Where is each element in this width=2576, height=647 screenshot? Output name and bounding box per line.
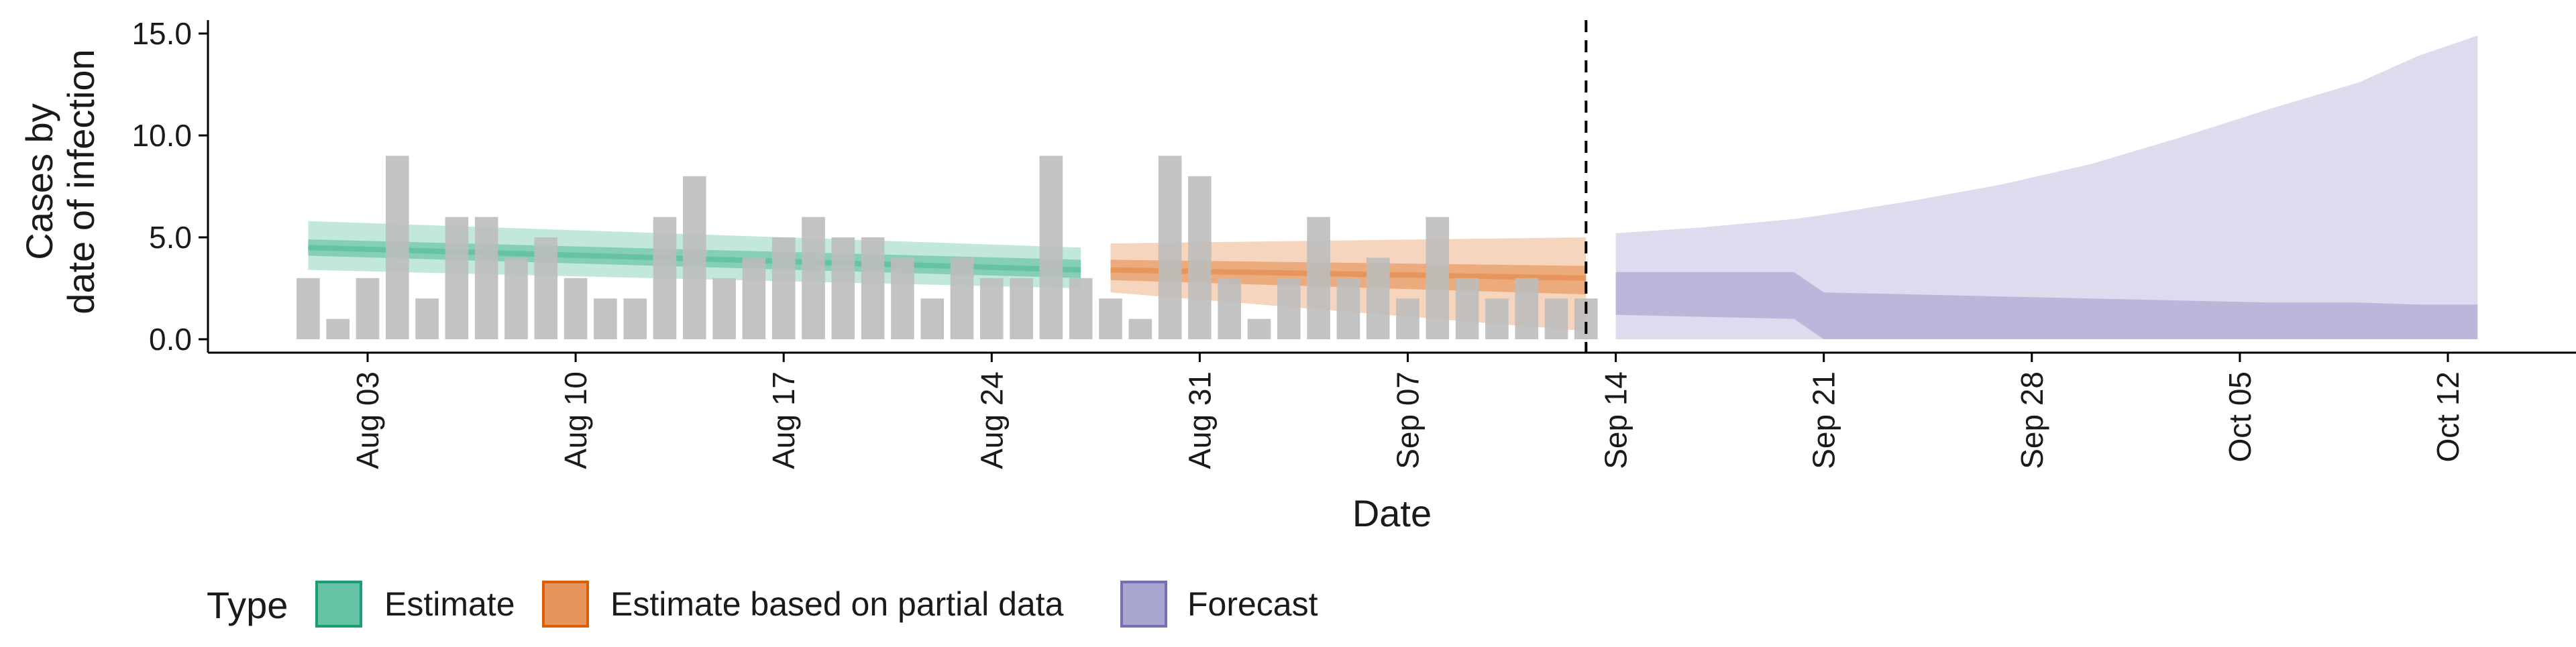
x-tick-label: Aug 31 <box>1182 371 1217 469</box>
bar-2020-08-03 <box>356 278 380 339</box>
x-tick-label: Oct 12 <box>2430 371 2465 463</box>
bar-2020-09-08 <box>1426 217 1450 339</box>
bar-2020-08-23 <box>950 257 974 339</box>
y-axis-title-line-1: Cases by <box>18 103 60 259</box>
x-tick-label: Aug 03 <box>350 371 385 469</box>
bar-2020-08-01 <box>297 278 320 339</box>
bar-2020-08-14 <box>683 176 706 339</box>
bar-2020-09-05 <box>1336 278 1360 339</box>
bar-2020-08-15 <box>712 278 736 339</box>
bar-2020-09-07 <box>1396 298 1419 339</box>
bar-2020-08-09 <box>534 237 558 339</box>
bar-2020-08-29 <box>1128 318 1152 339</box>
bar-2020-08-17 <box>771 237 796 339</box>
bar-2020-08-25 <box>1010 278 1033 339</box>
bar-2020-08-02 <box>326 318 350 339</box>
bar-2020-08-12 <box>623 298 647 339</box>
bar-2020-09-03 <box>1277 278 1301 339</box>
x-tick-label: Sep 28 <box>2015 371 2049 469</box>
y-axis-title-line-2: date of infection <box>60 49 102 314</box>
bar-2020-08-18 <box>802 217 825 339</box>
bar-2020-08-27 <box>1069 278 1093 339</box>
bars-layer <box>297 156 1598 339</box>
bar-2020-09-10 <box>1485 298 1509 339</box>
bar-2020-08-13 <box>653 217 677 339</box>
x-axis-title: Date <box>1352 492 1432 534</box>
bar-2020-09-01 <box>1218 278 1241 339</box>
bar-2020-08-21 <box>891 257 914 339</box>
legend-swatch-forecast <box>1120 581 1167 628</box>
bar-2020-09-12 <box>1544 298 1568 339</box>
bar-2020-08-06 <box>445 217 469 339</box>
bar-2020-09-02 <box>1247 318 1271 339</box>
x-tick-label: Aug 17 <box>766 371 801 469</box>
legend-label-estimate: Estimate <box>384 585 515 623</box>
band-outer-forecast <box>1615 36 2478 339</box>
bar-2020-08-22 <box>920 298 944 339</box>
axes-layer <box>207 20 2576 354</box>
bar-2020-08-24 <box>980 278 1004 339</box>
x-ticks: Aug 03 Aug 10 Aug 17 Aug 24 Aug 31 Sep 07 Sep … <box>350 353 2465 469</box>
bar-2020-08-07 <box>474 217 498 339</box>
legend: Type Estimate Estimate based on partial … <box>207 581 1318 628</box>
legend-swatch-estimate <box>315 581 362 628</box>
bar-2020-08-26 <box>1039 156 1063 339</box>
y-ticks: 0.0 5.0 10.0 15.0 <box>131 16 208 357</box>
bar-2020-09-09 <box>1455 278 1479 339</box>
y-tick-label: 10.0 <box>131 118 192 153</box>
x-tick-label: Aug 24 <box>974 371 1009 469</box>
bar-2020-08-05 <box>415 298 439 339</box>
bar-2020-08-10 <box>564 278 588 339</box>
x-tick-label: Sep 14 <box>1599 371 1633 469</box>
x-tick-label: Aug 10 <box>558 371 593 469</box>
bar-2020-08-08 <box>504 257 528 339</box>
y-tick-label: 0.0 <box>149 322 192 357</box>
bar-2020-09-11 <box>1515 278 1538 339</box>
band-inner-forecast <box>1615 272 2478 339</box>
legend-label-forecast: Forecast <box>1187 585 1318 623</box>
legend-title: Type <box>207 584 288 626</box>
y-tick-label: 15.0 <box>131 16 192 51</box>
bar-2020-09-06 <box>1366 257 1390 339</box>
bar-2020-08-31 <box>1188 176 1212 339</box>
bar-2020-08-04 <box>386 156 409 339</box>
x-tick-label: Oct 05 <box>2222 371 2257 463</box>
bar-2020-09-04 <box>1307 217 1330 339</box>
bar-2020-08-19 <box>831 237 855 339</box>
bar-2020-08-20 <box>861 237 885 339</box>
y-tick-label: 5.0 <box>149 220 192 255</box>
bands-layer <box>308 36 2478 339</box>
bar-2020-08-28 <box>1099 298 1122 339</box>
bar-2020-08-16 <box>742 257 766 339</box>
legend-swatch-partial <box>542 581 589 628</box>
bar-2020-08-11 <box>594 298 617 339</box>
bar-2020-08-30 <box>1158 156 1182 339</box>
x-tick-label: Sep 07 <box>1391 371 1426 469</box>
x-tick-label: Sep 21 <box>1807 371 1841 469</box>
legend-label-partial: Estimate based on partial data <box>610 585 1064 623</box>
